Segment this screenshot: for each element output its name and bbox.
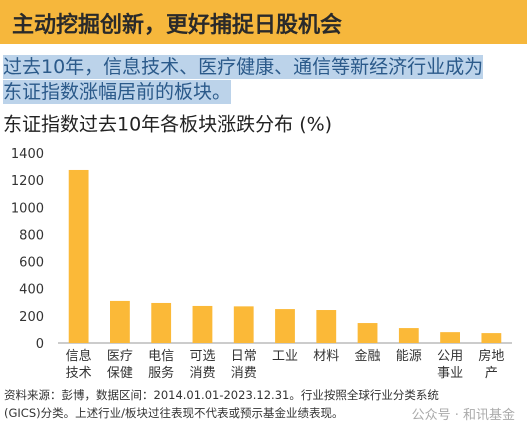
bar (68, 169, 89, 343)
bar (233, 306, 254, 343)
x-tick-label: 可选消费 (189, 349, 215, 381)
x-tick-label: 公用事业 (437, 349, 463, 381)
x-tick-label: 金融 (355, 348, 381, 364)
x-tick-label: 工业 (272, 349, 298, 364)
y-tick-label: 1200 (11, 174, 44, 189)
y-tick-label: 1400 (11, 147, 44, 162)
x-tick-label: 材料 (313, 349, 339, 364)
banner: 主动挖掘创新，更好捕捉日股机会 (0, 0, 527, 44)
x-tick-label: 能源 (396, 349, 422, 364)
highlight-line: 东证指数涨幅居前的板块。 (3, 80, 232, 104)
y-tick-label: 0 (36, 337, 44, 352)
bar (481, 333, 502, 343)
y-tick-label: 1000 (11, 201, 44, 216)
banner-title: 主动挖掘创新，更好捕捉日股机会 (12, 13, 343, 38)
bar (440, 332, 460, 343)
x-tick-label: 房地产 (478, 348, 504, 381)
bar (192, 305, 213, 343)
x-tick-label: 信息技术 (66, 348, 92, 381)
watermark: 公众号 · 和讯基金 (411, 408, 515, 423)
chart: 东证指数过去10年各板块涨跌分布 (%) 0 200 400 600 800 1000 12… (3, 114, 512, 381)
bar (151, 302, 172, 343)
bar (357, 323, 378, 343)
y-tick-label: 200 (19, 310, 44, 325)
y-tick-label: 400 (19, 283, 44, 298)
bar (398, 328, 419, 343)
y-tick-label: 800 (19, 228, 44, 243)
chart-title: 东证指数过去10年各板块涨跌分布 (%) (3, 114, 332, 136)
bar (316, 310, 337, 343)
footer-line: (GICS)分类。上述行业/板块过往表现不代表或预示基金业绩表现。 (4, 406, 344, 420)
highlight-line: 过去10年，信息技术、医疗健康、通信等新经济行业成为 (3, 55, 484, 79)
y-tick-label: 600 (19, 256, 44, 271)
x-tick-label: 日常消费 (231, 349, 257, 381)
x-tick-label: 电信服务 (148, 349, 174, 381)
footer-line: 资料来源：彭博，数据区间：2014.01.01-2023.12.31。行业按照全… (4, 388, 439, 402)
x-tick-label: 医疗保健 (107, 349, 133, 381)
bar (110, 300, 130, 343)
bar (275, 309, 295, 343)
